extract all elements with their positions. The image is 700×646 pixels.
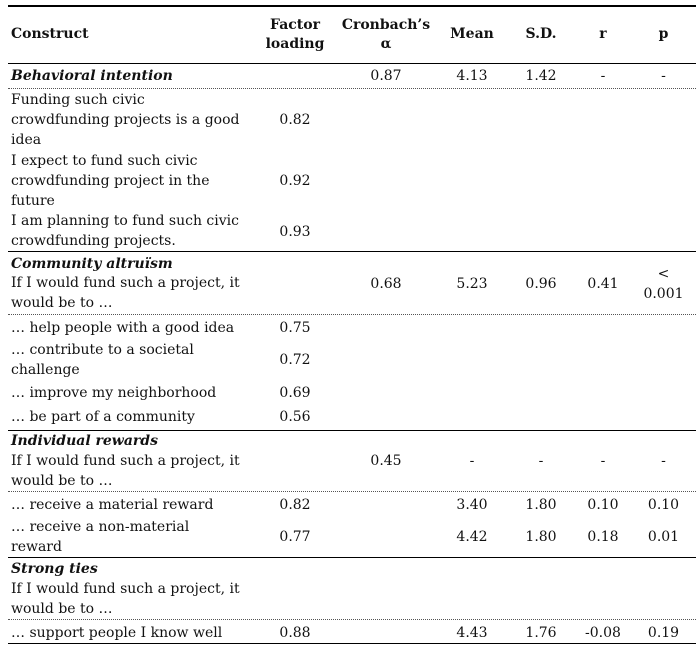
r-value: 0.10 bbox=[587, 497, 619, 513]
top-rule bbox=[8, 5, 696, 7]
loading-value: 0.88 bbox=[279, 625, 311, 641]
header-rule bbox=[8, 63, 696, 64]
mean-value: 4.13 bbox=[456, 68, 488, 84]
r-value: -0.08 bbox=[585, 625, 621, 641]
loading-value: 0.69 bbox=[279, 385, 311, 401]
loading-value: 0.93 bbox=[279, 224, 311, 240]
stem-line: would be to … bbox=[11, 601, 113, 617]
mean-value: 5.23 bbox=[456, 276, 488, 292]
item-label: … be part of a community bbox=[11, 409, 195, 425]
p-value: - bbox=[661, 453, 666, 469]
item-label: Funding such civic crowdfunding projects… bbox=[11, 90, 266, 150]
stem-line: If I would fund such a project, it bbox=[11, 581, 240, 597]
header-factor-loading: Factor loading bbox=[255, 16, 335, 54]
p-value: < 0.001 bbox=[631, 264, 696, 304]
sd-value: 1.42 bbox=[525, 68, 557, 84]
bottom-rule bbox=[8, 643, 696, 644]
header-sd: S.D. bbox=[525, 26, 557, 42]
section-stem: If I would fund such a project, it would… bbox=[11, 579, 266, 619]
p-value-line: 0.001 bbox=[643, 286, 684, 302]
item-label: … contribute to a societal challenge bbox=[11, 340, 266, 380]
header-alpha-line2: α bbox=[380, 36, 392, 52]
stem-line: would be to … bbox=[11, 473, 113, 489]
item-label: … help people with a good idea bbox=[11, 320, 235, 336]
section-stem: If I would fund such a project, it would… bbox=[11, 273, 266, 313]
mean-value: 4.42 bbox=[456, 529, 488, 545]
loading-value: 0.82 bbox=[279, 497, 311, 513]
item-label: … receive a material reward bbox=[11, 497, 214, 513]
item-label-line: Funding such civic bbox=[11, 92, 145, 108]
header-factor-loading-line1: Factor bbox=[270, 17, 320, 33]
alpha-value: 0.68 bbox=[370, 276, 402, 292]
alpha-value: 0.45 bbox=[370, 453, 402, 469]
stem-line: If I would fund such a project, it bbox=[11, 275, 240, 291]
header-cronbach-alpha: Cronbach’s α bbox=[336, 16, 436, 54]
alpha-value: 0.87 bbox=[370, 68, 402, 84]
header-alpha-line1: Cronbach’s bbox=[341, 17, 431, 33]
sd-value: 1.80 bbox=[525, 529, 557, 545]
item-label-line: crowdfunding projects is a good bbox=[11, 112, 240, 128]
header-factor-loading-line2: loading bbox=[265, 36, 325, 52]
r-value: - bbox=[600, 453, 606, 469]
r-value: - bbox=[600, 68, 606, 84]
section-title: Individual rewards bbox=[11, 433, 158, 449]
item-label: I expect to fund such civic crowdfunding… bbox=[11, 151, 266, 211]
p-value: 0.01 bbox=[647, 529, 680, 545]
section-stem: If I would fund such a project, it would… bbox=[11, 451, 266, 491]
loading-value: 0.72 bbox=[279, 352, 311, 368]
item-label: … receive a non-material reward bbox=[11, 517, 266, 557]
item-label-line: I expect to fund such civic bbox=[11, 153, 198, 169]
stem-line: If I would fund such a project, it bbox=[11, 453, 240, 469]
section-title: Community altruïsm bbox=[11, 256, 173, 272]
divider bbox=[8, 619, 696, 620]
item-label: … support people I know well bbox=[11, 625, 223, 641]
p-value: - bbox=[661, 68, 666, 84]
loading-value: 0.77 bbox=[279, 529, 311, 545]
item-label-line: … receive a non-material bbox=[11, 519, 190, 535]
sd-value: 1.80 bbox=[525, 497, 557, 513]
p-value: 0.10 bbox=[647, 497, 680, 513]
section-title: Behavioral intention bbox=[11, 68, 173, 84]
item-label-line: crowdfunding project in the bbox=[11, 173, 210, 189]
loading-value: 0.56 bbox=[279, 409, 311, 425]
item-label: I am planning to fund such civic crowdfu… bbox=[11, 211, 266, 251]
loading-value: 0.75 bbox=[279, 320, 311, 336]
item-label-line: … contribute to a societal bbox=[11, 342, 194, 358]
divider bbox=[8, 88, 696, 89]
item-label-line: idea bbox=[11, 132, 42, 148]
mean-value: 3.40 bbox=[456, 497, 488, 513]
header-p: p bbox=[658, 26, 669, 42]
item-label-line: I am planning to fund such civic bbox=[11, 213, 239, 229]
p-value-line: < bbox=[657, 266, 670, 282]
sd-value: - bbox=[538, 453, 544, 469]
r-value: 0.41 bbox=[587, 276, 619, 292]
stem-line: would be to … bbox=[11, 295, 113, 311]
r-value: 0.18 bbox=[587, 529, 619, 545]
section-title: Strong ties bbox=[11, 561, 98, 577]
divider bbox=[8, 314, 696, 315]
divider bbox=[8, 491, 696, 492]
header-r: r bbox=[599, 26, 607, 42]
loading-value: 0.92 bbox=[279, 173, 311, 189]
p-value: 0.19 bbox=[647, 625, 680, 641]
item-label-line: future bbox=[11, 193, 55, 209]
header-construct: Construct bbox=[11, 26, 89, 42]
section-rule bbox=[8, 251, 696, 252]
mean-value: 4.43 bbox=[456, 625, 488, 641]
loading-value: 0.82 bbox=[279, 112, 311, 128]
item-label-line: reward bbox=[11, 539, 62, 555]
item-label-line: crowdfunding projects. bbox=[11, 233, 176, 249]
section-rule bbox=[8, 557, 696, 558]
mean-value: - bbox=[469, 453, 475, 469]
sd-value: 0.96 bbox=[525, 276, 557, 292]
header-mean: Mean bbox=[450, 26, 494, 42]
sd-value: 1.76 bbox=[525, 625, 557, 641]
item-label: … improve my neighborhood bbox=[11, 385, 217, 401]
section-rule bbox=[8, 430, 696, 431]
item-label-line: challenge bbox=[11, 362, 80, 378]
